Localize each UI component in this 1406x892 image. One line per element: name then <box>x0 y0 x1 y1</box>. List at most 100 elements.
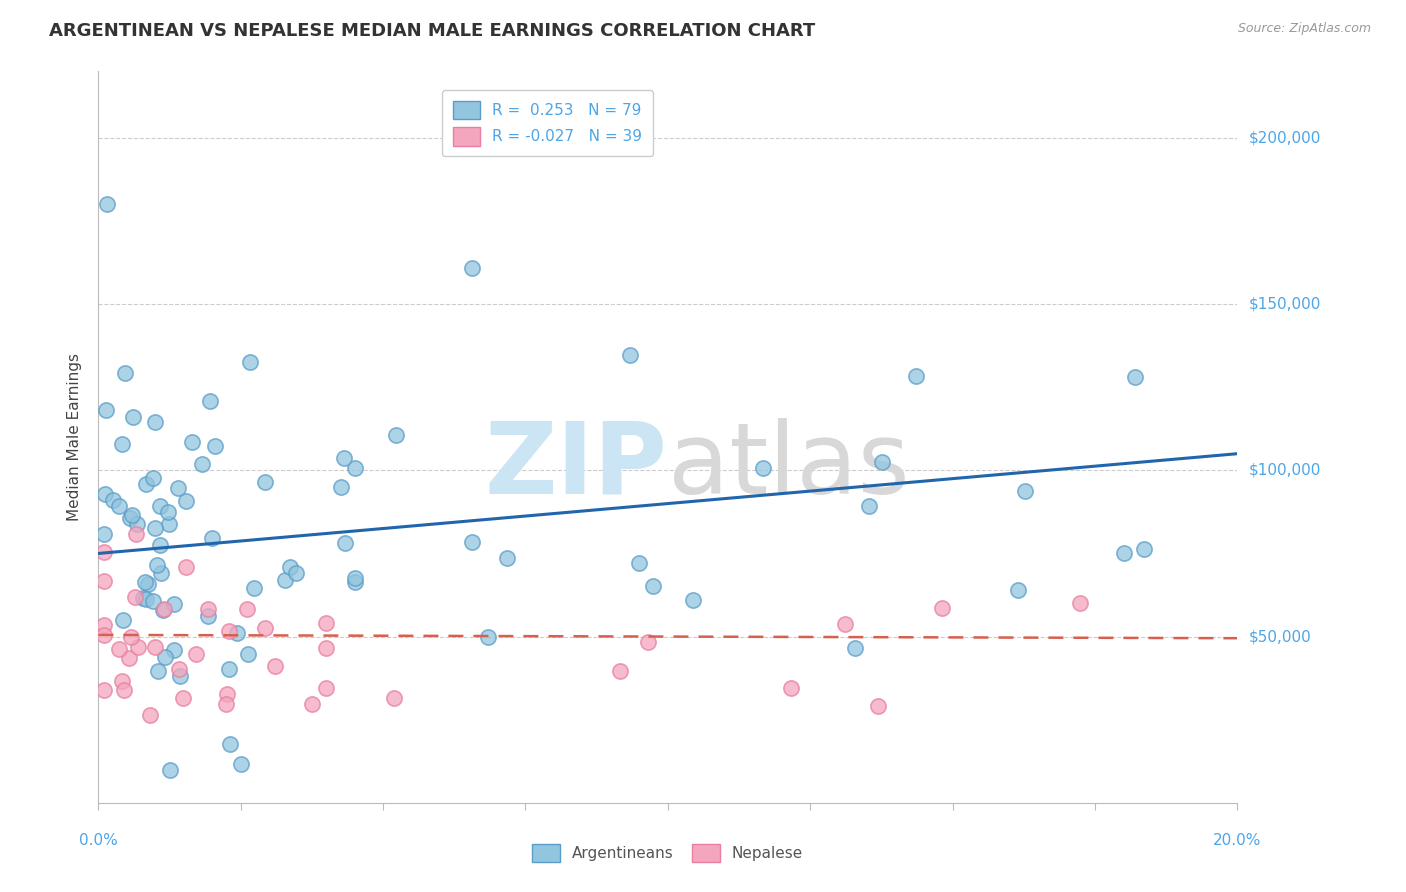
Point <box>93 527 115 541</box>
Point <box>477 630 499 644</box>
Text: 20.0%: 20.0% <box>1213 833 1261 848</box>
Point <box>315 615 337 630</box>
Point <box>1112 546 1135 560</box>
Point <box>904 369 927 384</box>
Point <box>239 355 262 369</box>
Point <box>124 590 146 604</box>
Point <box>122 409 145 424</box>
Point <box>145 415 167 429</box>
Y-axis label: Median Male Earnings: Median Male Earnings <box>67 353 83 521</box>
Point <box>197 601 219 615</box>
Point <box>315 640 337 655</box>
Point <box>111 613 134 627</box>
Point <box>135 591 157 606</box>
Point <box>219 737 242 751</box>
Point <box>844 640 866 655</box>
Point <box>132 591 155 605</box>
Point <box>145 640 167 654</box>
Point <box>229 756 252 771</box>
Point <box>385 428 408 442</box>
Point <box>121 508 143 522</box>
Point <box>628 556 651 570</box>
Point <box>1133 541 1156 556</box>
Point <box>146 665 169 679</box>
Point <box>159 763 181 777</box>
Point <box>110 674 132 689</box>
Point <box>159 516 181 531</box>
Point <box>218 662 240 676</box>
Point <box>136 577 159 591</box>
Point <box>330 480 353 494</box>
Point <box>93 574 115 589</box>
Point <box>343 575 366 590</box>
Point <box>139 707 162 722</box>
Text: $200,000: $200,000 <box>1249 130 1320 145</box>
Point <box>496 551 519 566</box>
Point <box>1007 582 1029 597</box>
Point <box>112 683 135 698</box>
Point <box>108 642 131 657</box>
Point <box>931 600 953 615</box>
Text: ARGENTINEAN VS NEPALESE MEDIAN MALE EARNINGS CORRELATION CHART: ARGENTINEAN VS NEPALESE MEDIAN MALE EARN… <box>49 22 815 40</box>
Text: 0.0%: 0.0% <box>79 833 118 848</box>
Point <box>236 602 259 616</box>
Point <box>461 261 484 276</box>
Point <box>94 403 117 417</box>
Text: Source: ZipAtlas.com: Source: ZipAtlas.com <box>1237 22 1371 36</box>
Point <box>142 471 165 485</box>
Point <box>752 460 775 475</box>
Point <box>169 668 191 682</box>
Point <box>284 566 307 580</box>
Text: $150,000: $150,000 <box>1249 297 1320 311</box>
Point <box>254 475 277 490</box>
Point <box>779 681 801 696</box>
Point <box>242 581 264 595</box>
Point <box>343 461 366 475</box>
Legend: Argentineans, Nepalese: Argentineans, Nepalese <box>526 838 810 868</box>
Point <box>94 487 117 501</box>
Point <box>1014 483 1036 498</box>
Point <box>315 681 337 696</box>
Point <box>278 559 301 574</box>
Point <box>114 366 136 380</box>
Point <box>834 617 856 632</box>
Point <box>153 650 176 665</box>
Point <box>1069 596 1091 610</box>
Point <box>174 494 197 508</box>
Point <box>619 348 641 362</box>
Point <box>858 499 880 513</box>
Text: atlas: atlas <box>668 417 910 515</box>
Point <box>609 664 631 678</box>
Point <box>172 690 194 705</box>
Point <box>872 455 894 469</box>
Point <box>143 521 166 535</box>
Point <box>101 492 124 507</box>
Point <box>682 593 704 607</box>
Point <box>204 439 226 453</box>
Point <box>333 450 356 465</box>
Point <box>149 499 172 513</box>
Point <box>163 642 186 657</box>
Point <box>218 624 240 639</box>
Point <box>120 510 142 524</box>
Point <box>127 640 149 654</box>
Point <box>135 477 157 491</box>
Point <box>197 609 219 624</box>
Point <box>637 634 659 648</box>
Text: ZIP: ZIP <box>485 417 668 515</box>
Text: $100,000: $100,000 <box>1249 463 1320 478</box>
Point <box>461 535 484 549</box>
Point <box>274 574 297 588</box>
Point <box>643 579 665 593</box>
Point <box>96 197 118 211</box>
Point <box>108 500 131 514</box>
Point <box>125 517 148 532</box>
Point <box>333 535 356 549</box>
Point <box>264 659 287 673</box>
Point <box>134 574 156 589</box>
Point <box>146 558 169 572</box>
Point <box>301 697 323 711</box>
Point <box>167 662 190 676</box>
Point <box>120 630 142 644</box>
Point <box>1123 369 1146 384</box>
